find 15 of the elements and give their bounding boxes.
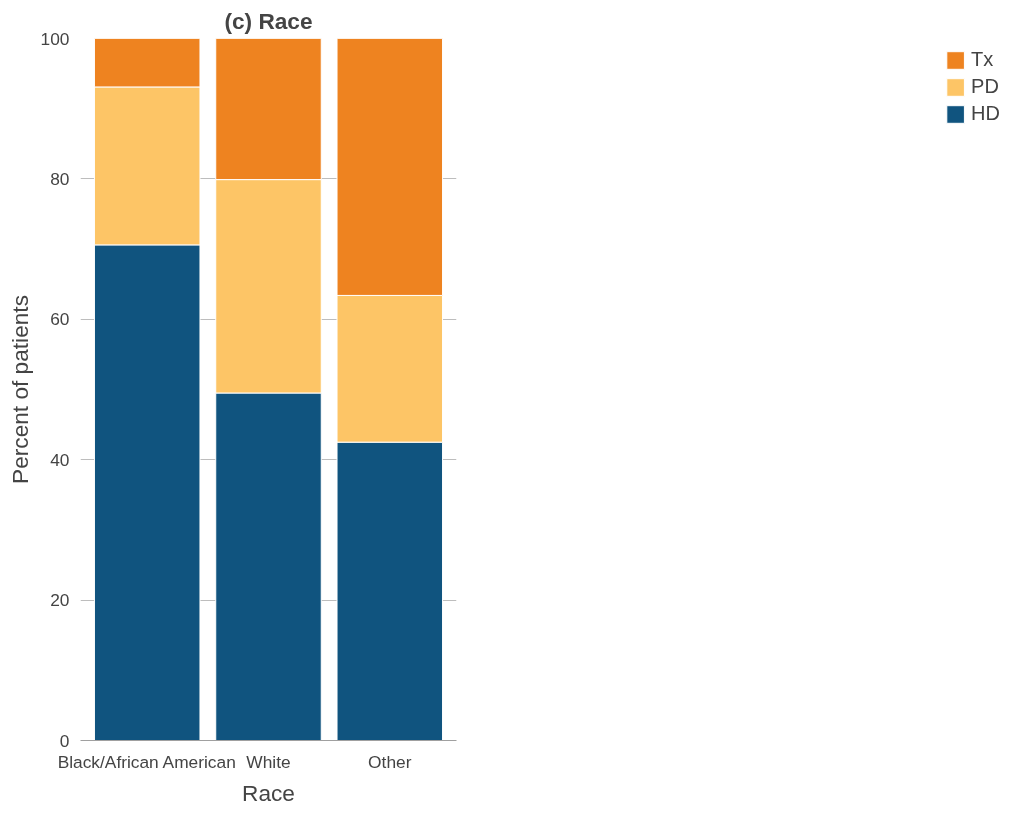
legend-label: Tx: [971, 48, 994, 71]
y-tick-label: 60: [50, 309, 70, 330]
x-tick-label: Other: [368, 751, 412, 772]
y-tick-label: 40: [50, 449, 70, 470]
legend-label: PD: [971, 75, 999, 98]
y-tick-label: 0: [59, 730, 70, 751]
chart-title: (c) Race: [224, 7, 313, 34]
y-axis-title: Percent of patients: [6, 295, 33, 484]
x-tick-label: Black/African American: [57, 751, 236, 772]
y-tick-label: 100: [40, 28, 70, 49]
y-tick-label: 20: [50, 590, 70, 611]
x-tick-label: White: [246, 751, 291, 772]
legend-label: HD: [971, 102, 1000, 125]
x-axis-title: Race: [242, 779, 295, 806]
y-tick-label: 80: [50, 168, 70, 189]
